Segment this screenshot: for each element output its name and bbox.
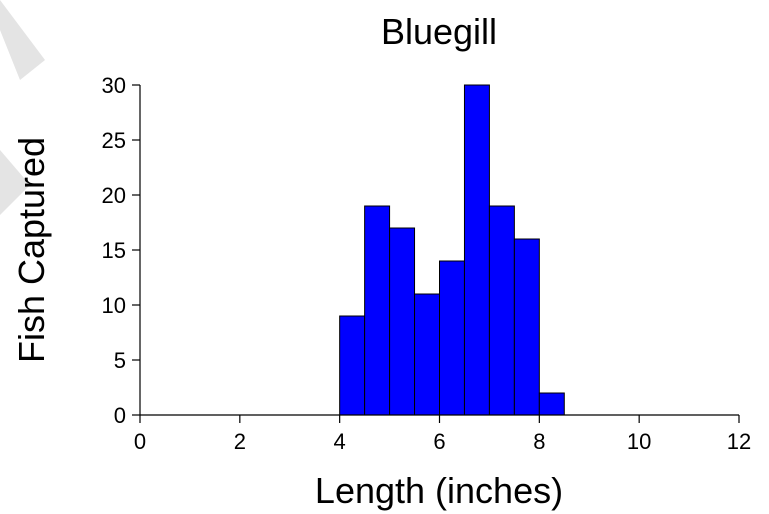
x-tick-label: 0 xyxy=(134,429,146,454)
ticks-group: 0 2 4 6 8 10 12 0 5 10 15 20 25 30 xyxy=(102,73,752,454)
histogram-bar xyxy=(414,293,440,416)
background-watermark-shape xyxy=(0,0,45,80)
background-watermark-shape xyxy=(0,150,30,215)
chart-title: Bluegill xyxy=(381,11,497,52)
histogram-bar xyxy=(463,84,490,416)
x-tick-label: 12 xyxy=(727,429,751,454)
y-tick-label: 20 xyxy=(102,183,126,208)
y-tick-label: 30 xyxy=(102,73,126,98)
y-axis-label: Fish Captured xyxy=(11,137,52,363)
y-tick-label: 10 xyxy=(102,293,126,318)
histogram-bar xyxy=(538,392,565,416)
histogram-bar xyxy=(488,205,515,416)
bars-group xyxy=(339,84,565,416)
histogram-bar xyxy=(364,205,391,416)
y-tick-label: 15 xyxy=(102,238,126,263)
histogram-bar xyxy=(513,238,540,416)
x-tick-label: 2 xyxy=(234,429,246,454)
x-axis-label: Length (inches) xyxy=(315,470,563,511)
x-tick-label: 8 xyxy=(533,429,545,454)
x-tick-label: 10 xyxy=(627,429,651,454)
y-tick-label: 5 xyxy=(114,348,126,373)
histogram-bar xyxy=(389,227,416,416)
x-tick-label: 4 xyxy=(334,429,346,454)
histogram-bar xyxy=(339,315,366,416)
y-tick-label: 0 xyxy=(114,403,126,428)
x-tick-label: 6 xyxy=(433,429,445,454)
histogram-bar xyxy=(439,260,465,416)
y-tick-label: 25 xyxy=(102,128,126,153)
